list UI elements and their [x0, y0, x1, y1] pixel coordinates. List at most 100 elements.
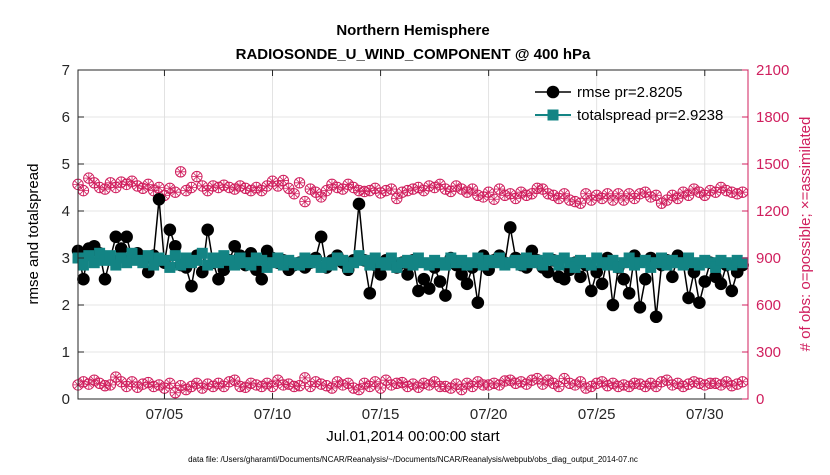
obs-assimilated-marker [78, 185, 89, 196]
obs-assimilated-marker [305, 183, 316, 195]
obs-assimilated-marker [159, 190, 170, 201]
x-tick-label: 07/30 [686, 406, 724, 423]
rmse-point [152, 192, 166, 206]
obs-assimilated-marker [326, 179, 338, 190]
obs-assimilated-marker [602, 380, 613, 391]
obs-assimilated-marker [89, 177, 100, 188]
axes: 07/05 07/10 07/15 07/20 07/25 07/30 0 1 2 3 4 5 6 7 0 3… [62, 62, 790, 423]
totalspread-point [196, 247, 208, 259]
totalspread-point [639, 254, 651, 266]
obs-assimilated-marker [170, 387, 181, 398]
y2-tick-label: 1800 [756, 109, 789, 126]
obs-assimilated-marker [89, 375, 100, 386]
totalspread-point [94, 247, 106, 259]
obs-assimilated-marker [267, 176, 278, 187]
obs-assimilated-marker [451, 180, 462, 192]
obs-assimilated-marker [326, 382, 338, 394]
totalspread-point [656, 252, 668, 264]
obs-assimilated-marker [251, 182, 262, 193]
rmse-point [114, 242, 128, 255]
obs-assimilated-marker [380, 375, 392, 386]
obs-assimilated-marker [272, 180, 284, 192]
totalspread-point [623, 252, 635, 264]
obs-assimilated-marker [218, 179, 230, 191]
obs-assimilated-marker [305, 381, 316, 392]
obs-assimilated-marker [683, 378, 694, 390]
obs-assimilated-marker [83, 172, 95, 184]
obs-assimilated-marker [553, 193, 565, 204]
obs-assimilated-marker [737, 376, 748, 387]
obs-assimilated-marker [623, 188, 635, 199]
obs-assimilated-marker [310, 187, 321, 198]
obs-assimilated-marker [478, 191, 489, 203]
obs-assimilated-marker [283, 378, 294, 390]
obs-assimilated-marker [456, 384, 467, 395]
obs-assimilated-marker [170, 187, 181, 198]
rmse-point [714, 277, 728, 291]
totalspread-point [439, 259, 451, 271]
obs-assimilated-marker [451, 378, 462, 390]
obs-assimilated-marker [580, 188, 592, 199]
rmse-point [617, 272, 631, 286]
obs-assimilated-marker [342, 378, 354, 389]
totalspread-point [607, 254, 619, 266]
obs-assimilated-marker [121, 179, 132, 190]
obs-assimilated-marker [234, 180, 246, 192]
rmse-point [585, 284, 598, 298]
totalspread-point [83, 250, 95, 262]
obs-assimilated-marker [661, 375, 673, 386]
obs-assimilated-marker [602, 188, 613, 199]
totalspread-point [585, 259, 597, 271]
obs-assimilated-marker [294, 380, 305, 391]
obs-assimilated-marker [672, 378, 683, 389]
totalspread-point [537, 259, 549, 271]
obs-assimilated-marker [505, 375, 516, 386]
obs-assimilated-marker [132, 180, 143, 192]
obs-assimilated-marker [618, 194, 629, 206]
obs-assimilated-marker [553, 381, 565, 392]
totalspread-point [148, 259, 160, 271]
obs-assimilated-marker [699, 190, 710, 201]
obs-assimilated-marker [132, 382, 143, 393]
obs-assimilated-marker [575, 197, 586, 209]
obs-assimilated-marker [537, 183, 548, 195]
totalspread-point [137, 257, 149, 269]
obs-assimilated-marker [715, 182, 727, 193]
obs-assimilated-marker [667, 190, 678, 201]
obs-assimilated-marker [569, 379, 581, 391]
obs-assimilated-marker [175, 166, 186, 178]
obs-assimilated-marker [213, 378, 224, 389]
obs-assimilated-marker [575, 376, 586, 387]
obs-assimilated-marker [256, 381, 267, 392]
rmse-point [314, 230, 328, 244]
rmse-point [606, 298, 620, 312]
obs-assimilated-marker [607, 378, 619, 389]
obs-assimilated-marker [197, 180, 208, 192]
totalspread-point [310, 254, 322, 266]
obs-assimilated-marker [116, 176, 127, 188]
obs-assimilated-marker [348, 182, 359, 193]
obs-assimilated-marker [202, 185, 213, 196]
y2-tick-label: 600 [756, 297, 781, 314]
obs-assimilated-marker [180, 384, 192, 395]
obs-assimilated-marker [586, 381, 597, 392]
obs-assimilated-marker [364, 381, 375, 392]
obs-assimilated-marker [488, 194, 500, 205]
obs-assimilated-marker [467, 381, 478, 392]
obs-assimilated-marker [429, 376, 440, 387]
y2-tick-label: 0 [756, 391, 764, 408]
obs-assimilated-marker [645, 378, 656, 389]
obs-assimilated-marker [607, 194, 619, 206]
totalspread-point [337, 254, 349, 266]
legend-rmse-label: rmse pr=2.8205 [577, 84, 682, 101]
obs-assimilated-marker [467, 183, 478, 195]
obs-assimilated-marker [413, 182, 424, 193]
obs-assimilated-marker [261, 180, 273, 192]
obs-assimilated-marker [445, 382, 457, 394]
obs-assimilated-marker [353, 384, 365, 395]
obs-assimilated-marker [240, 183, 251, 194]
obs-assimilated-marker [278, 175, 289, 186]
rmse-point [471, 296, 485, 309]
totalspread-point [553, 259, 565, 271]
